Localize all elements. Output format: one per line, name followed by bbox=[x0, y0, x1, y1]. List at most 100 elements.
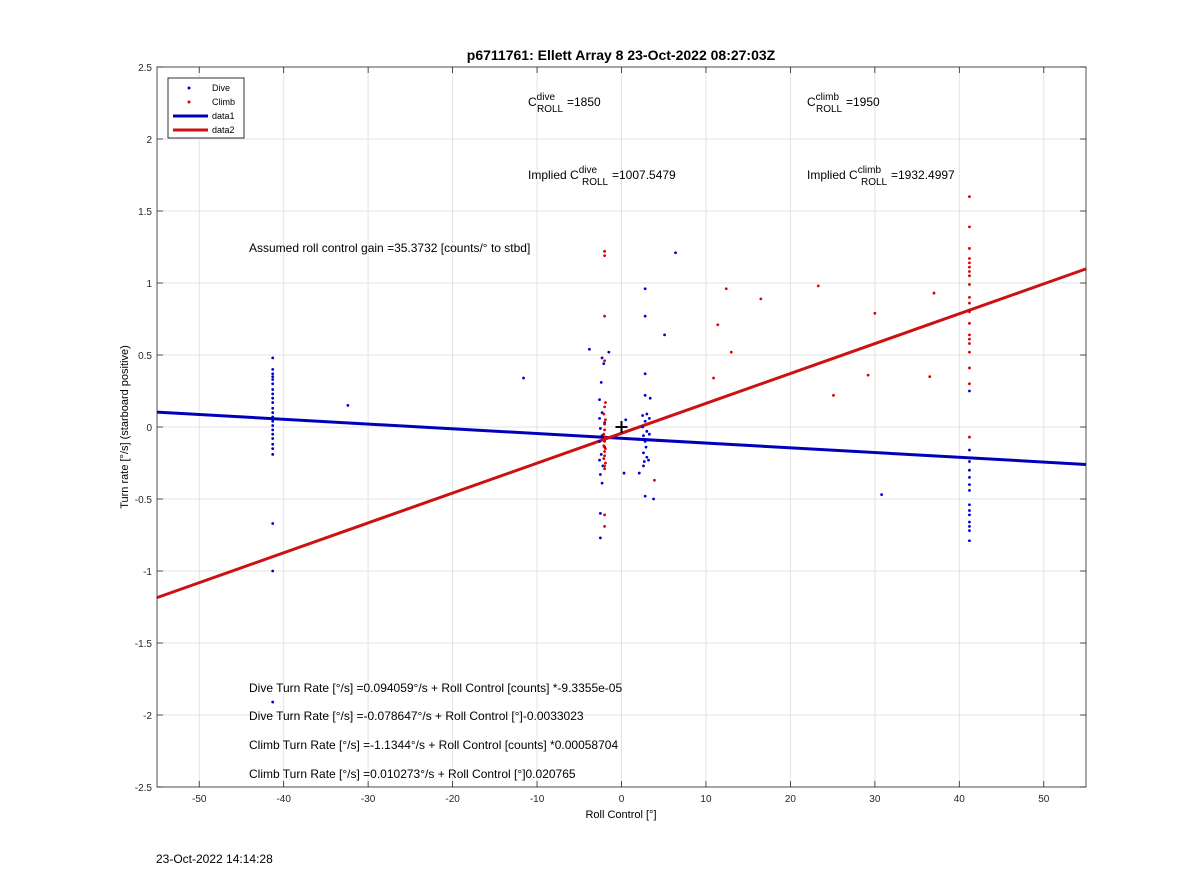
point-dive bbox=[968, 513, 971, 517]
point-dive bbox=[643, 494, 647, 498]
x-tick-label: -20 bbox=[445, 794, 460, 805]
point-climb bbox=[968, 247, 971, 250]
point-climb bbox=[602, 412, 606, 416]
series-line-data2 bbox=[156, 267, 1087, 600]
point-dive bbox=[642, 434, 645, 438]
point-climb bbox=[604, 435, 607, 439]
point-dive bbox=[968, 524, 971, 528]
x-tick-label: 30 bbox=[869, 794, 881, 805]
point-climb bbox=[968, 382, 971, 386]
point-climb bbox=[968, 296, 971, 299]
point-dive bbox=[271, 396, 275, 400]
point-dive bbox=[647, 416, 651, 420]
legend-dive-label: Dive bbox=[212, 83, 230, 93]
point-climb bbox=[603, 422, 607, 426]
point-climb bbox=[968, 350, 971, 354]
point-climb bbox=[968, 435, 971, 439]
point-dive bbox=[598, 473, 602, 476]
point-dive bbox=[271, 388, 275, 391]
point-climb bbox=[816, 284, 820, 288]
point-dive bbox=[599, 452, 603, 456]
point-dive bbox=[968, 539, 971, 543]
point-climb bbox=[968, 274, 971, 278]
point-dive bbox=[600, 356, 604, 360]
point-dive bbox=[599, 380, 603, 384]
legend-climb-marker bbox=[187, 100, 191, 104]
y-tick-label: 1.5 bbox=[138, 207, 152, 218]
point-dive bbox=[271, 368, 275, 371]
equation-dive-degrees: Dive Turn Rate [°/s] =-0.078647°/s + Rol… bbox=[249, 709, 584, 723]
point-dive bbox=[602, 362, 606, 366]
point-dive bbox=[622, 471, 626, 475]
point-climb bbox=[603, 254, 607, 258]
chart-title: p6711761: Ellett Array 8 23-Oct-2022 08:… bbox=[467, 47, 776, 63]
point-climb bbox=[716, 323, 720, 327]
point-dive bbox=[643, 287, 647, 291]
y-axis-label: Turn rate [°/s] (starboard positive) bbox=[119, 345, 131, 509]
legend-dive-marker bbox=[187, 86, 191, 90]
equation-climb-degrees: Climb Turn Rate [°/s] =0.010273°/s + Rol… bbox=[249, 767, 576, 781]
point-dive bbox=[643, 314, 647, 318]
point-climb bbox=[604, 418, 607, 422]
point-dive bbox=[647, 458, 650, 462]
point-climb bbox=[603, 359, 607, 363]
point-dive bbox=[637, 471, 641, 475]
point-climb bbox=[602, 432, 606, 436]
point-climb bbox=[968, 257, 971, 260]
legend-climb-label: Climb bbox=[212, 97, 235, 107]
y-tick-label: 2.5 bbox=[138, 63, 152, 74]
point-dive bbox=[598, 512, 602, 515]
point-dive bbox=[271, 569, 275, 573]
point-climb bbox=[603, 464, 607, 468]
point-dive bbox=[968, 389, 971, 393]
x-tick-label: 50 bbox=[1038, 794, 1050, 805]
point-climb bbox=[653, 478, 656, 482]
point-climb bbox=[603, 249, 607, 253]
point-dive bbox=[968, 488, 971, 492]
point-dive bbox=[271, 372, 275, 376]
point-dive bbox=[643, 393, 647, 397]
point-dive bbox=[968, 483, 971, 486]
legend: Dive Climb data1 data2 bbox=[167, 77, 245, 139]
point-dive bbox=[522, 376, 525, 380]
x-tick-label: -30 bbox=[361, 794, 376, 805]
point-climb bbox=[712, 376, 715, 380]
point-dive bbox=[271, 406, 275, 410]
point-climb bbox=[602, 444, 606, 448]
y-tick-label: -1.5 bbox=[135, 639, 153, 650]
point-dive bbox=[598, 440, 601, 443]
point-climb bbox=[603, 314, 607, 318]
point-dive bbox=[968, 476, 971, 479]
point-climb bbox=[603, 467, 607, 471]
point-climb bbox=[603, 454, 607, 458]
point-dive bbox=[271, 419, 275, 423]
point-dive bbox=[648, 396, 652, 400]
point-climb bbox=[602, 457, 606, 461]
point-dive bbox=[968, 448, 971, 452]
c-roll-climb-annotation: Cclimb ROLL=1950 bbox=[807, 92, 880, 115]
annotations: Cdive ROLL=1850 Cclimb ROLL=1950 Implied C… bbox=[249, 92, 955, 781]
point-dive bbox=[652, 497, 655, 501]
implied-climb-sup: climb bbox=[858, 165, 882, 176]
point-dive bbox=[271, 392, 275, 396]
point-dive bbox=[607, 350, 611, 354]
point-dive bbox=[271, 522, 275, 525]
point-dive bbox=[645, 412, 649, 416]
point-dive bbox=[645, 455, 649, 459]
y-tick-label: -0.5 bbox=[135, 495, 153, 506]
point-dive bbox=[643, 419, 647, 423]
footer-timestamp: 23-Oct-2022 14:14:28 bbox=[156, 852, 273, 866]
point-dive bbox=[271, 428, 275, 432]
c-roll-dive-sub: ROLL bbox=[537, 104, 564, 115]
point-climb bbox=[604, 461, 607, 465]
point-dive bbox=[674, 251, 677, 255]
scatter-points bbox=[271, 195, 971, 704]
point-climb bbox=[603, 405, 607, 409]
point-dive bbox=[644, 445, 648, 449]
legend-data1-label: data1 bbox=[212, 111, 235, 121]
point-dive bbox=[968, 503, 971, 507]
x-tick-label: -10 bbox=[530, 794, 545, 805]
point-climb bbox=[968, 225, 971, 229]
point-dive bbox=[968, 460, 971, 463]
point-dive bbox=[271, 437, 275, 440]
